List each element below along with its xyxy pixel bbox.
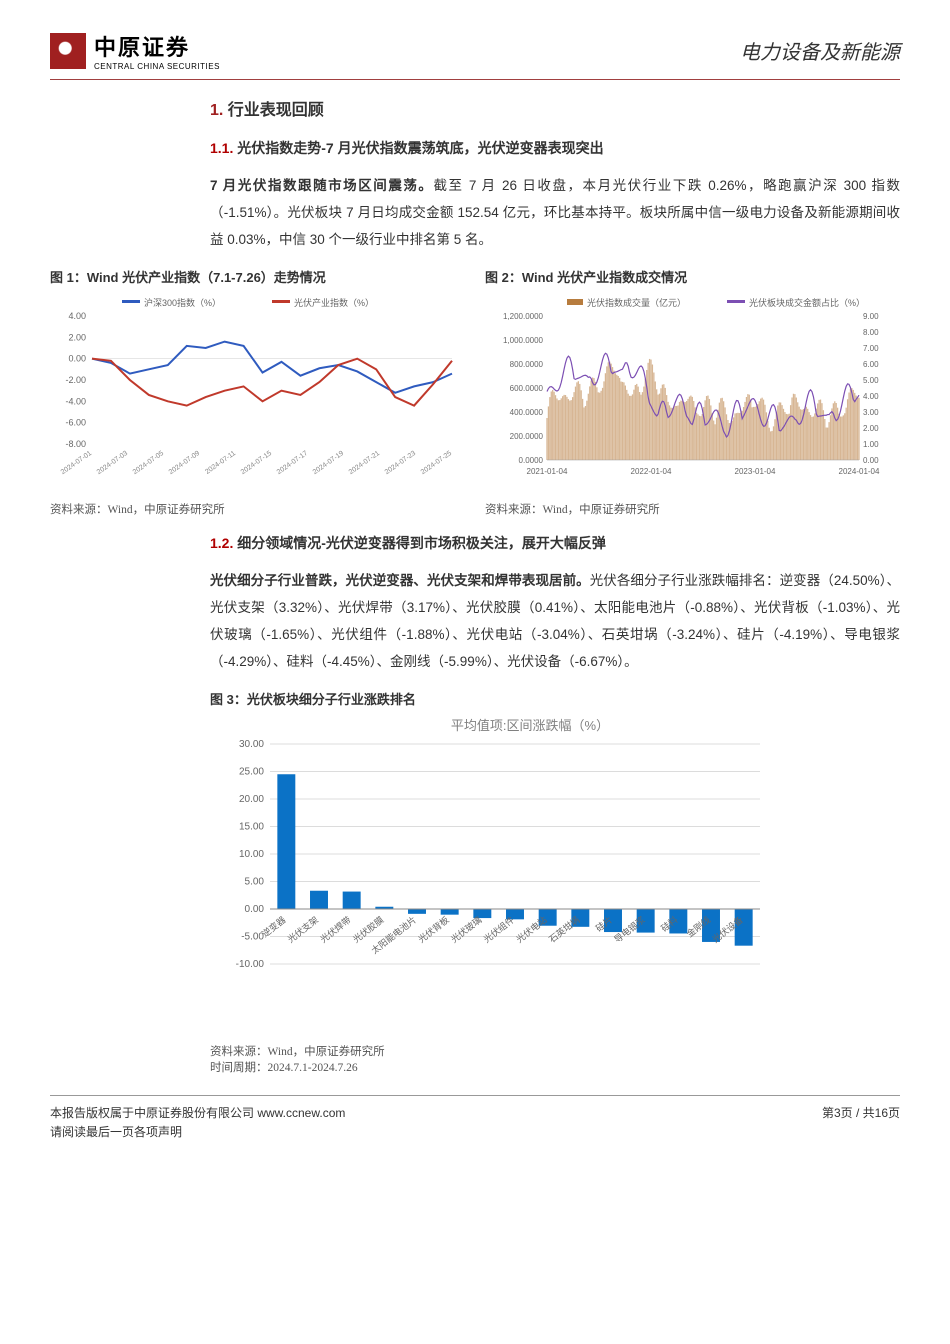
fig2-chart: 光伏指数成交量（亿元） 光伏板块成交金额占比（%） 0.0000 200.0000 40… [485,292,900,495]
svg-text:0.00: 0.00 [863,456,879,465]
svg-text:9.00: 9.00 [863,312,879,321]
section-1-2-title: 细分领域情况-光伏逆变器得到市场积极关注，展开大幅反弹 [237,535,606,551]
svg-text:3.00: 3.00 [863,408,879,417]
logo-icon [50,33,86,69]
svg-text:6.00: 6.00 [863,360,879,369]
svg-text:15.00: 15.00 [239,822,264,833]
section-1-1-heading: 1.1. 光伏指数走势-7 月光伏指数震荡筑底，光伏逆变器表现突出 [210,138,900,158]
svg-text:10.00: 10.00 [239,849,264,860]
section-1-heading: 1. 行业表现回顾 [210,96,900,120]
svg-text:800.0000: 800.0000 [510,360,544,369]
svg-text:0.00: 0.00 [68,354,86,364]
svg-text:2021-01-04: 2021-01-04 [527,467,568,476]
fig2-source: 资料来源：Wind，中原证券研究所 [485,501,900,517]
svg-text:平均值项:区间涨跌幅（%）: 平均值项:区间涨跌幅（%） [451,718,609,733]
section-1-1-title: 光伏指数走势-7 月光伏指数震荡筑底，光伏逆变器表现突出 [237,140,603,156]
svg-text:-8.00: -8.00 [65,439,86,449]
svg-text:1,000.0000: 1,000.0000 [503,336,544,345]
section-1-title: 行业表现回顾 [228,102,324,119]
section-1-2-heading: 1.2. 细分领域情况-光伏逆变器得到市场积极关注，展开大幅反弹 [210,533,900,553]
svg-text:7.00: 7.00 [863,344,879,353]
svg-text:2023-01-04: 2023-01-04 [735,467,776,476]
section-1-2-num: 1.2. [210,535,233,551]
charts-row: 图 1：Wind 光伏产业指数（7.1-7.26）走势情况 沪深300指数（%）… [50,267,900,517]
svg-text:沪深300指数（%）: 沪深300指数（%） [144,297,221,308]
svg-text:5.00: 5.00 [245,877,265,888]
svg-text:1,200.0000: 1,200.0000 [503,312,544,321]
svg-text:-4.00: -4.00 [65,396,86,406]
fig3-period: 时间周期：2024.7.1-2024.7.26 [210,1059,900,1075]
svg-text:-6.00: -6.00 [65,418,86,428]
logo: 中原证券 CENTRAL CHINA SECURITIES [50,30,220,71]
svg-text:2024-01-04: 2024-01-04 [839,467,880,476]
svg-text:20.00: 20.00 [239,794,264,805]
header-category: 电力设备及新能源 [740,36,900,65]
fig3-source: 资料来源：Wind，中原证券研究所 [210,1043,900,1059]
fig3-chart: 平均值项:区间涨跌幅（%）-10.00-5.000.005.0010.0015.… [210,714,900,1037]
paragraph-1: 7 月光伏指数跟随市场区间震荡。截至 7 月 26 日收盘，本月光伏行业下跌 0… [210,172,900,253]
svg-text:光伏产业指数（%）: 光伏产业指数（%） [294,297,374,308]
svg-text:30.00: 30.00 [239,739,264,750]
svg-text:400.0000: 400.0000 [510,408,544,417]
svg-text:25.00: 25.00 [239,767,264,778]
paragraph-2: 光伏细分子行业普跌，光伏逆变器、光伏支架和焊带表现居前。光伏各细分子行业涨跌幅排… [210,567,900,675]
svg-text:4.00: 4.00 [863,392,879,401]
svg-text:光伏板块成交金额占比（%）: 光伏板块成交金额占比（%） [749,297,865,308]
svg-text:2.00: 2.00 [68,332,86,342]
footer-line1: 本报告版权属于中原证券股份有限公司 www.ccnew.com [50,1104,345,1123]
logo-en: CENTRAL CHINA SECURITIES [94,62,220,71]
svg-text:5.00: 5.00 [863,376,879,385]
section-1-1-num: 1.1. [210,140,233,156]
fig1-chart: 沪深300指数（%） 光伏产业指数（%） -8.00 -6.00 -4.00 -2.00 0… [50,292,465,495]
footer-page: 第3页 / 共16页 [822,1104,900,1142]
fig2-title: 图 2：Wind 光伏产业指数成交情况 [485,267,900,286]
para2-lead: 光伏细分子行业普跌，光伏逆变器、光伏支架和焊带表现居前。 [210,573,590,588]
fig1-source: 资料来源：Wind，中原证券研究所 [50,501,465,517]
page-header: 中原证券 CENTRAL CHINA SECURITIES 电力设备及新能源 [50,30,900,80]
logo-cn: 中原证券 [94,30,220,62]
svg-text:-2.00: -2.00 [65,375,86,385]
svg-text:0.00: 0.00 [245,904,265,915]
fig1-title: 图 1：Wind 光伏产业指数（7.1-7.26）走势情况 [50,267,465,286]
svg-text:0.0000: 0.0000 [519,456,544,465]
svg-text:200.0000: 200.0000 [510,432,544,441]
svg-text:1.00: 1.00 [863,440,879,449]
svg-text:2.00: 2.00 [863,424,879,433]
svg-text:4.00: 4.00 [68,311,86,321]
fig3-title: 图 3：光伏板块细分子行业涨跌排名 [210,689,900,708]
footer-line2: 请阅读最后一页各项声明 [50,1123,345,1142]
svg-text:8.00: 8.00 [863,328,879,337]
section-1-num: 1. [210,102,223,119]
svg-text:-10.00: -10.00 [236,959,265,970]
svg-text:光伏指数成交量（亿元）: 光伏指数成交量（亿元） [587,297,686,308]
svg-text:600.0000: 600.0000 [510,384,544,393]
para1-lead: 7 月光伏指数跟随市场区间震荡。 [210,178,433,193]
page-footer: 本报告版权属于中原证券股份有限公司 www.ccnew.com 请阅读最后一页各… [50,1095,900,1142]
svg-text:2022-01-04: 2022-01-04 [631,467,672,476]
